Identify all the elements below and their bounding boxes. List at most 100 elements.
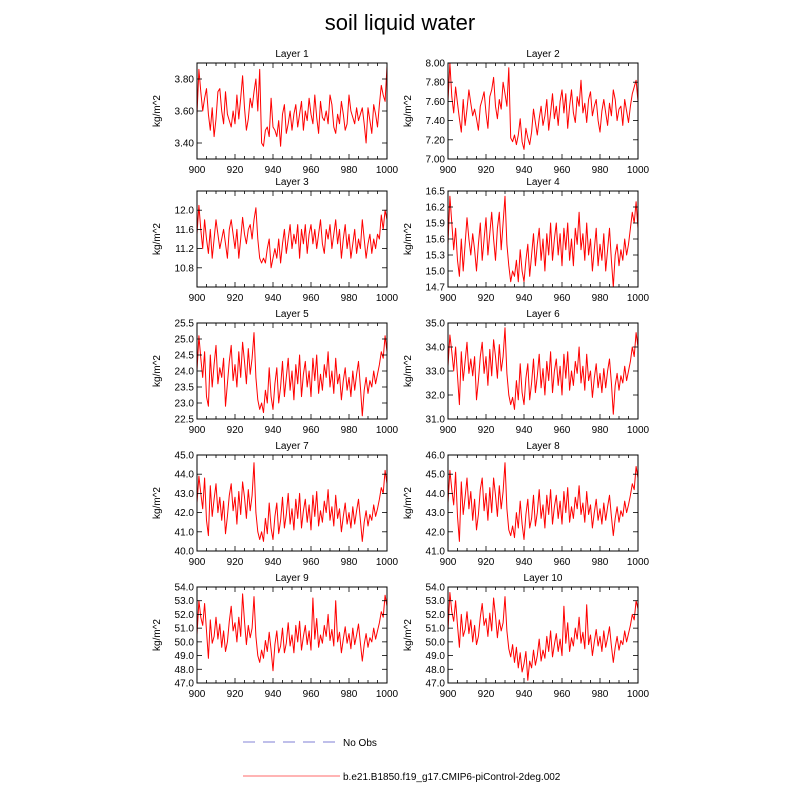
x-tick-label: 920 (227, 689, 244, 700)
x-tick-label: 1000 (627, 293, 650, 304)
plot-frame (447, 586, 639, 684)
panel-title: Layer 9 (275, 573, 309, 584)
y-tick-label: 52.0 (426, 610, 446, 621)
y-axis-label: kg/m^2 (152, 619, 163, 651)
y-axis-label: kg/m^2 (152, 355, 163, 387)
x-tick-label: 1000 (376, 689, 399, 700)
x-tick-label: 980 (592, 293, 609, 304)
y-tick-label: 44.0 (175, 470, 195, 481)
x-tick-label: 960 (303, 293, 320, 304)
y-tick-label: 11.6 (175, 225, 194, 236)
y-axis-label: kg/m^2 (403, 355, 414, 387)
y-tick-label: 7.40 (426, 116, 446, 127)
x-tick-label: 980 (592, 557, 609, 568)
y-tick-label: 11.2 (175, 244, 194, 255)
x-tick-label: 960 (303, 557, 320, 568)
x-tick-label: 900 (189, 557, 206, 568)
y-tick-label: 46.0 (426, 451, 446, 462)
x-tick-label: 980 (341, 689, 358, 700)
y-tick-label: 14.7 (426, 283, 446, 294)
y-axis-label: kg/m^2 (152, 223, 163, 255)
y-tick-label: 3.40 (175, 139, 195, 150)
plot-frame (196, 62, 388, 160)
x-tick-label: 900 (189, 425, 206, 436)
y-axis-label: kg/m^2 (403, 223, 414, 255)
series-line (447, 462, 639, 542)
y-tick-label: 43.0 (426, 508, 446, 519)
y-tick-label: 50.0 (175, 637, 195, 648)
y-tick-label: 7.60 (426, 97, 446, 108)
y-tick-label: 33.0 (426, 367, 446, 378)
panel-layer-2: Layer 2 kg/m^2 900 920 940 960 980 1000 7.00 7.20… (403, 49, 650, 176)
y-tick-label: 45.0 (175, 451, 195, 462)
x-tick-label: 900 (440, 557, 457, 568)
x-tick-label: 960 (554, 293, 571, 304)
y-tick-label: 7.00 (426, 155, 446, 166)
x-tick-label: 940 (265, 165, 282, 176)
panel-title: Layer 7 (275, 441, 309, 452)
y-axis-label: kg/m^2 (403, 487, 414, 519)
series-line (447, 592, 639, 681)
x-tick-label: 940 (516, 689, 533, 700)
series-line (447, 62, 639, 150)
panel-title: Layer 3 (275, 177, 309, 188)
series-line (196, 204, 388, 269)
y-tick-label: 25.5 (175, 319, 195, 330)
series-line (196, 332, 388, 417)
x-tick-label: 920 (227, 557, 244, 568)
x-tick-label: 980 (341, 425, 358, 436)
y-axis-label: kg/m^2 (152, 487, 163, 519)
y-tick-label: 44.0 (426, 489, 446, 500)
x-tick-label: 980 (592, 165, 609, 176)
x-tick-label: 980 (341, 293, 358, 304)
x-tick-label: 920 (227, 293, 244, 304)
y-tick-label: 52.0 (175, 610, 195, 621)
panel-layer-9: Layer 9 kg/m^2 900 920 940 960 980 1000 47.0 48.0… (152, 573, 399, 700)
y-tick-label: 54.0 (175, 583, 195, 594)
x-tick-label: 920 (227, 165, 244, 176)
x-tick-label: 920 (478, 425, 495, 436)
y-tick-label: 53.0 (426, 596, 446, 607)
panel-title: Layer 1 (275, 49, 309, 60)
y-tick-label: 45.0 (426, 470, 446, 481)
x-tick-label: 900 (440, 425, 457, 436)
panel-layer-8: Layer 8 kg/m^2 900 920 940 960 980 1000 41.0 42.0… (403, 441, 650, 568)
y-tick-label: 16.2 (426, 203, 446, 214)
x-tick-label: 980 (592, 425, 609, 436)
x-tick-label: 920 (478, 293, 495, 304)
x-tick-label: 900 (189, 165, 206, 176)
panel-layer-10: Layer 10 kg/m^2 900 920 940 960 980 1000 47.0 48.… (403, 573, 650, 700)
x-tick-label: 960 (303, 689, 320, 700)
x-tick-label: 940 (516, 425, 533, 436)
x-tick-label: 980 (592, 689, 609, 700)
y-tick-label: 48.0 (175, 665, 195, 676)
y-tick-label: 15.3 (426, 251, 446, 262)
y-tick-label: 34.0 (426, 343, 446, 354)
y-tick-label: 35.0 (426, 319, 446, 330)
y-tick-label: 3.80 (175, 75, 195, 86)
panel-title: Layer 10 (524, 573, 563, 584)
series-line (447, 195, 639, 288)
x-tick-label: 940 (265, 425, 282, 436)
series-line (196, 593, 388, 672)
y-tick-label: 7.80 (426, 78, 446, 89)
panel-layer-3: Layer 3 kg/m^2 900 920 940 960 980 1000 10.8 11.2… (152, 177, 399, 304)
y-tick-label: 40.0 (175, 547, 195, 558)
y-tick-label: 31.0 (426, 415, 446, 426)
x-tick-label: 960 (554, 557, 571, 568)
panel-title: Layer 4 (526, 177, 560, 188)
panel-title: Layer 5 (275, 309, 309, 320)
x-tick-label: 900 (440, 165, 457, 176)
y-tick-label: 53.0 (175, 596, 195, 607)
y-tick-label: 50.0 (426, 637, 446, 648)
y-tick-label: 24.5 (175, 351, 195, 362)
series-line (196, 462, 388, 542)
y-tick-label: 16.5 (426, 187, 446, 198)
x-tick-label: 1000 (376, 425, 399, 436)
y-tick-label: 22.5 (175, 415, 195, 426)
panel-layer-6: Layer 6 kg/m^2 900 920 940 960 980 1000 31.0 32.0… (403, 309, 650, 436)
x-tick-label: 1000 (627, 165, 650, 176)
y-tick-label: 15.9 (426, 219, 446, 230)
x-tick-label: 960 (303, 425, 320, 436)
